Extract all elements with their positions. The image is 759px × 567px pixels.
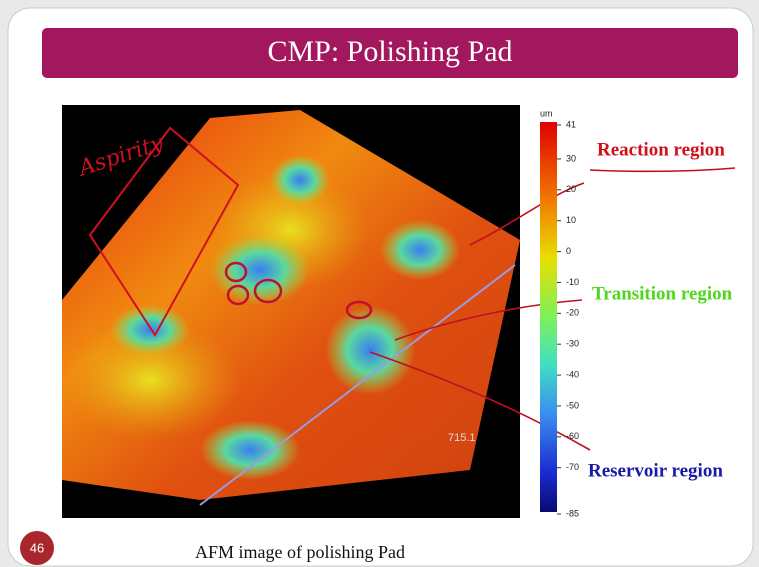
tick-label: -10 xyxy=(566,277,579,287)
region-label: Transition region xyxy=(592,283,733,304)
caption: AFM image of polishing Pad xyxy=(195,542,405,562)
tick-label: -20 xyxy=(566,308,579,318)
tick-label: 41 xyxy=(566,119,576,129)
afm-image: 715.1 Aspirity xyxy=(60,105,520,518)
tick-label: 30 xyxy=(566,153,576,163)
colorbar-unit: um xyxy=(540,108,553,118)
region-label: Reservoir region xyxy=(588,460,723,481)
tick-label: -50 xyxy=(566,400,579,410)
tick-label: -85 xyxy=(566,508,579,518)
scale-label: 715.1 xyxy=(448,432,476,444)
tick-label: -60 xyxy=(566,431,579,441)
tick-label: 10 xyxy=(566,215,576,225)
slide: CMP: Polishing Pad 715.1 Aspirity um 41 3… xyxy=(0,0,759,567)
tick-label: -70 xyxy=(566,462,579,472)
colorbar xyxy=(540,122,557,512)
slide-number: 46 xyxy=(30,540,44,555)
tick-label: 0 xyxy=(566,246,571,256)
tick-label: -30 xyxy=(566,339,579,349)
region-label: Reaction region xyxy=(597,139,725,160)
slide-title: CMP: Polishing Pad xyxy=(267,35,512,68)
tick-label: 20 xyxy=(566,184,576,194)
tick-label: -40 xyxy=(566,369,579,379)
